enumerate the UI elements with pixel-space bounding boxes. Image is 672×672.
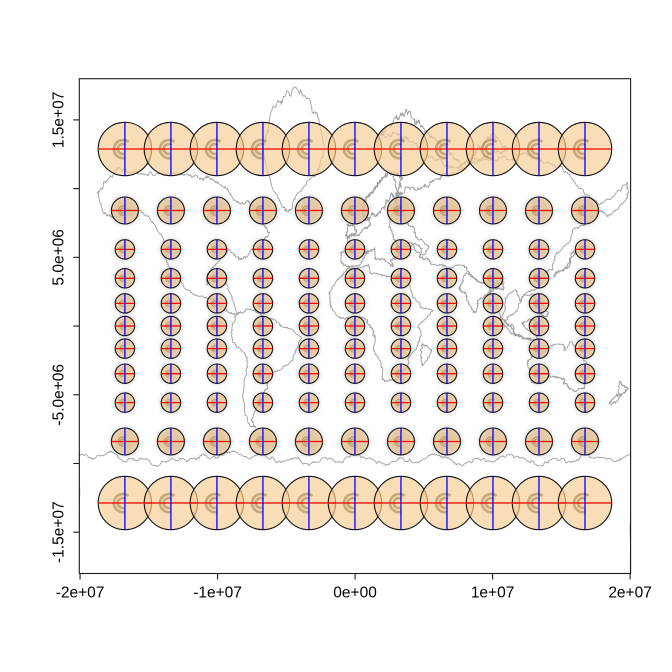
svg-text:-1.5e+07: -1.5e+07 [50,501,67,563]
svg-text:-2e+07: -2e+07 [56,585,105,602]
svg-text:2e+07: 2e+07 [608,585,652,602]
svg-text:5.0e+06: 5.0e+06 [50,229,67,285]
svg-text:-5.0e+06: -5.0e+06 [50,364,67,426]
svg-text:1.5e+07: 1.5e+07 [50,92,67,148]
svg-text:1e+07: 1e+07 [471,585,515,602]
svg-text:0e+00: 0e+00 [333,585,377,602]
svg-text:-1e+07: -1e+07 [193,585,242,602]
